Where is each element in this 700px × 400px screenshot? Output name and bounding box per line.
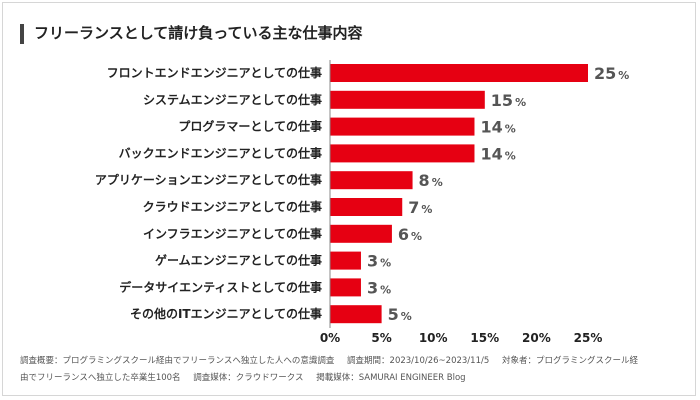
survey-target-cont: 由でフリーランスへ独立した卒業生100名 xyxy=(20,373,181,383)
category-label: インフラエンジニアとしての仕事 xyxy=(143,226,322,241)
data-label: 25% xyxy=(594,64,629,83)
category-label: システムエンジニアとしての仕事 xyxy=(143,92,322,107)
data-label: 14% xyxy=(480,118,515,137)
data-label: 14% xyxy=(480,144,515,163)
x-tick-label: 5% xyxy=(371,331,391,345)
data-label: 15% xyxy=(491,91,526,110)
x-tick-label: 20% xyxy=(522,331,551,345)
footer-line-2: 由でフリーランスへ独立した卒業生100名 調査媒体：クラウドワークス 掲載媒体：… xyxy=(20,370,680,387)
survey-period: 調査期間：2023/10/26~2023/11/5 xyxy=(347,356,490,366)
x-tick-label: 10% xyxy=(419,331,448,345)
chart-frame xyxy=(2,2,696,396)
survey-target: 対象者：プログラミングスクール経 xyxy=(501,356,638,366)
data-label: 8% xyxy=(419,171,443,190)
bar xyxy=(330,251,361,270)
category-label: その他のITエンジニアとしての仕事 xyxy=(130,306,322,321)
bar xyxy=(330,278,361,297)
bar xyxy=(330,90,485,109)
data-label: 7% xyxy=(408,198,432,217)
footer-line-1: 調査概要：プログラミングスクール経由でフリーランスへ独立した人への意識調査 調査… xyxy=(20,353,680,370)
x-tick-label: 15% xyxy=(470,331,499,345)
publication-medium: 掲載媒体：SAMURAI ENGINEER Blog xyxy=(316,373,466,383)
survey-medium: 調査媒体：クラウドワークス xyxy=(193,373,304,383)
category-label: フロントエンドエンジニアとしての仕事 xyxy=(107,65,322,80)
x-tick-label: 25% xyxy=(574,331,603,345)
category-label: アプリケーションエンジニアとしての仕事 xyxy=(95,172,322,187)
data-label: 6% xyxy=(398,225,422,244)
category-label: クラウドエンジニアとしての仕事 xyxy=(143,199,322,214)
category-label: データサイエンティストとしての仕事 xyxy=(119,279,322,294)
bar xyxy=(330,224,392,243)
title-accent-bar xyxy=(20,24,24,44)
bar xyxy=(330,64,588,82)
data-label: 3% xyxy=(367,252,391,271)
bar xyxy=(330,144,475,163)
data-label: 5% xyxy=(388,305,412,324)
survey-footer: 調査概要：プログラミングスクール経由でフリーランスへ独立した人への意識調査 調査… xyxy=(20,353,680,387)
bar xyxy=(330,117,475,136)
x-tick-label: 0% xyxy=(320,331,340,345)
bar xyxy=(330,171,413,190)
survey-overview: 調査概要：プログラミングスクール経由でフリーランスへ独立した人への意識調査 xyxy=(20,356,335,366)
bar xyxy=(330,305,382,324)
category-label: ゲームエンジニアとしての仕事 xyxy=(155,253,322,268)
bar xyxy=(330,198,403,216)
category-label: バックエンドエンジニアとしての仕事 xyxy=(119,145,322,160)
chart-title: フリーランスとして請け負っている主な仕事内容 xyxy=(34,24,363,42)
category-label: プログラマーとしての仕事 xyxy=(178,119,322,134)
data-label: 3% xyxy=(367,278,391,297)
